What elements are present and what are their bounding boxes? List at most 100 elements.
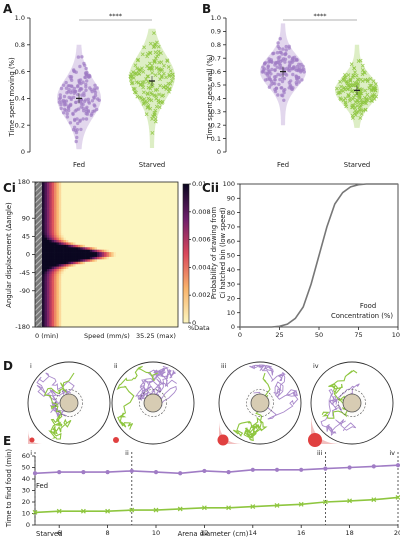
heatmap-cell (80, 313, 83, 316)
heatmap-cell (152, 298, 155, 301)
heatmap-cell (54, 209, 57, 212)
panel-a-point-fed (62, 84, 65, 87)
heatmap-cell (154, 308, 157, 311)
heatmap-cell (66, 247, 69, 250)
heatmap-cell (114, 298, 117, 301)
heatmap-cell (133, 245, 136, 248)
heatmap-cell (140, 230, 143, 233)
heatmap-cell (92, 218, 95, 221)
heatmap-cell (107, 235, 110, 238)
heatmap-cell (66, 209, 69, 212)
heatmap-cell (56, 274, 59, 277)
heatmap-cell (54, 252, 57, 255)
heatmap-cell (171, 269, 174, 272)
heatmap-cell (104, 233, 107, 236)
heatmap-cell (64, 184, 67, 187)
heatmap-cell (97, 322, 100, 325)
heatmap-cell (85, 288, 88, 291)
heatmap-cell (59, 206, 62, 209)
heatmap-cell (173, 201, 176, 204)
heatmap-cell (97, 182, 100, 185)
panel-a-point-fed (84, 85, 87, 88)
panel-a-point-fed (66, 112, 69, 115)
heatmap-cell (159, 228, 162, 231)
heatmap-cell (149, 182, 152, 185)
heatmap-cell (90, 204, 93, 207)
heatmap-cell (164, 267, 167, 270)
heatmap-cell (118, 216, 121, 219)
heatmap-cell (85, 296, 88, 299)
heatmap-cell (171, 199, 174, 202)
heatmap-cell (133, 293, 136, 296)
heatmap-cell (171, 238, 174, 241)
heatmap-cell (121, 271, 124, 274)
heatmap-cell (130, 293, 133, 296)
heatmap-cell (64, 305, 67, 308)
heatmap-cell (135, 281, 138, 284)
heatmap-cell (107, 250, 110, 253)
heatmap-cell (61, 286, 64, 289)
heatmap-cell (133, 209, 136, 212)
arena-food-spot (308, 433, 322, 447)
heatmap-cell (164, 276, 167, 279)
heatmap-cell (145, 240, 148, 243)
heatmap-cell (47, 269, 50, 272)
heatmap-cell (147, 197, 150, 200)
heatmap-cell (116, 226, 119, 229)
heatmap-cell (47, 274, 50, 277)
heatmap-cell (78, 230, 81, 233)
heatmap-cell (42, 276, 45, 279)
heatmap-cell (109, 226, 112, 229)
panel-b-point-fed (267, 64, 270, 67)
heatmap-cell (95, 303, 98, 306)
heatmap-cell (107, 298, 110, 301)
heatmap-cell (168, 313, 171, 316)
heatmap-cell (128, 192, 131, 195)
heatmap-cell (104, 209, 107, 212)
heatmap-cell (142, 194, 145, 197)
panel-b-point-fed (270, 68, 273, 71)
heatmap-cell (107, 315, 110, 318)
heatmap-cell (80, 199, 83, 202)
heatmap-cell (118, 209, 121, 212)
heatmap-cell (73, 308, 76, 311)
heatmap-cell (109, 281, 112, 284)
heatmap-cell (97, 279, 100, 282)
heatmap-cell (159, 240, 162, 243)
heatmap-cell (59, 228, 62, 231)
heatmap-cell (145, 187, 148, 190)
heatmap-cell (152, 204, 155, 207)
heatmap-cell (166, 233, 169, 236)
heatmap-cell (47, 296, 50, 299)
heatmap-cell (161, 230, 164, 233)
heatmap-cell (135, 233, 138, 236)
heatmap-cell (95, 296, 98, 299)
heatmap-cell (76, 300, 79, 303)
heatmap-cell (52, 320, 55, 323)
heatmap-cell (133, 201, 136, 204)
heatmap-cell (109, 250, 112, 253)
heatmap-cell (99, 204, 102, 207)
heatmap-cell (45, 257, 48, 260)
panel-a-point-fed (73, 126, 76, 129)
heatmap-cell (64, 194, 67, 197)
heatmap-cell (90, 184, 93, 187)
heatmap-cell (90, 221, 93, 224)
heatmap-cell (47, 206, 50, 209)
heatmap-cell (166, 315, 169, 318)
heatmap-cell (152, 230, 155, 233)
panel-b-ytick-label: 0.7 (211, 54, 221, 62)
heatmap-cell (99, 245, 102, 248)
heatmap-cell (130, 187, 133, 190)
heatmap-cell (149, 216, 152, 219)
heatmap-cell (47, 291, 50, 294)
heatmap-cell (52, 199, 55, 202)
heatmap-cell (92, 300, 95, 303)
heatmap-cell (92, 293, 95, 296)
heatmap-cell (109, 317, 112, 320)
heatmap-cell (73, 291, 76, 294)
heatmap-cell (142, 298, 145, 301)
heatmap-cell (80, 317, 83, 320)
heatmap-cell (42, 291, 45, 294)
panel-b-point-fed (285, 45, 288, 48)
